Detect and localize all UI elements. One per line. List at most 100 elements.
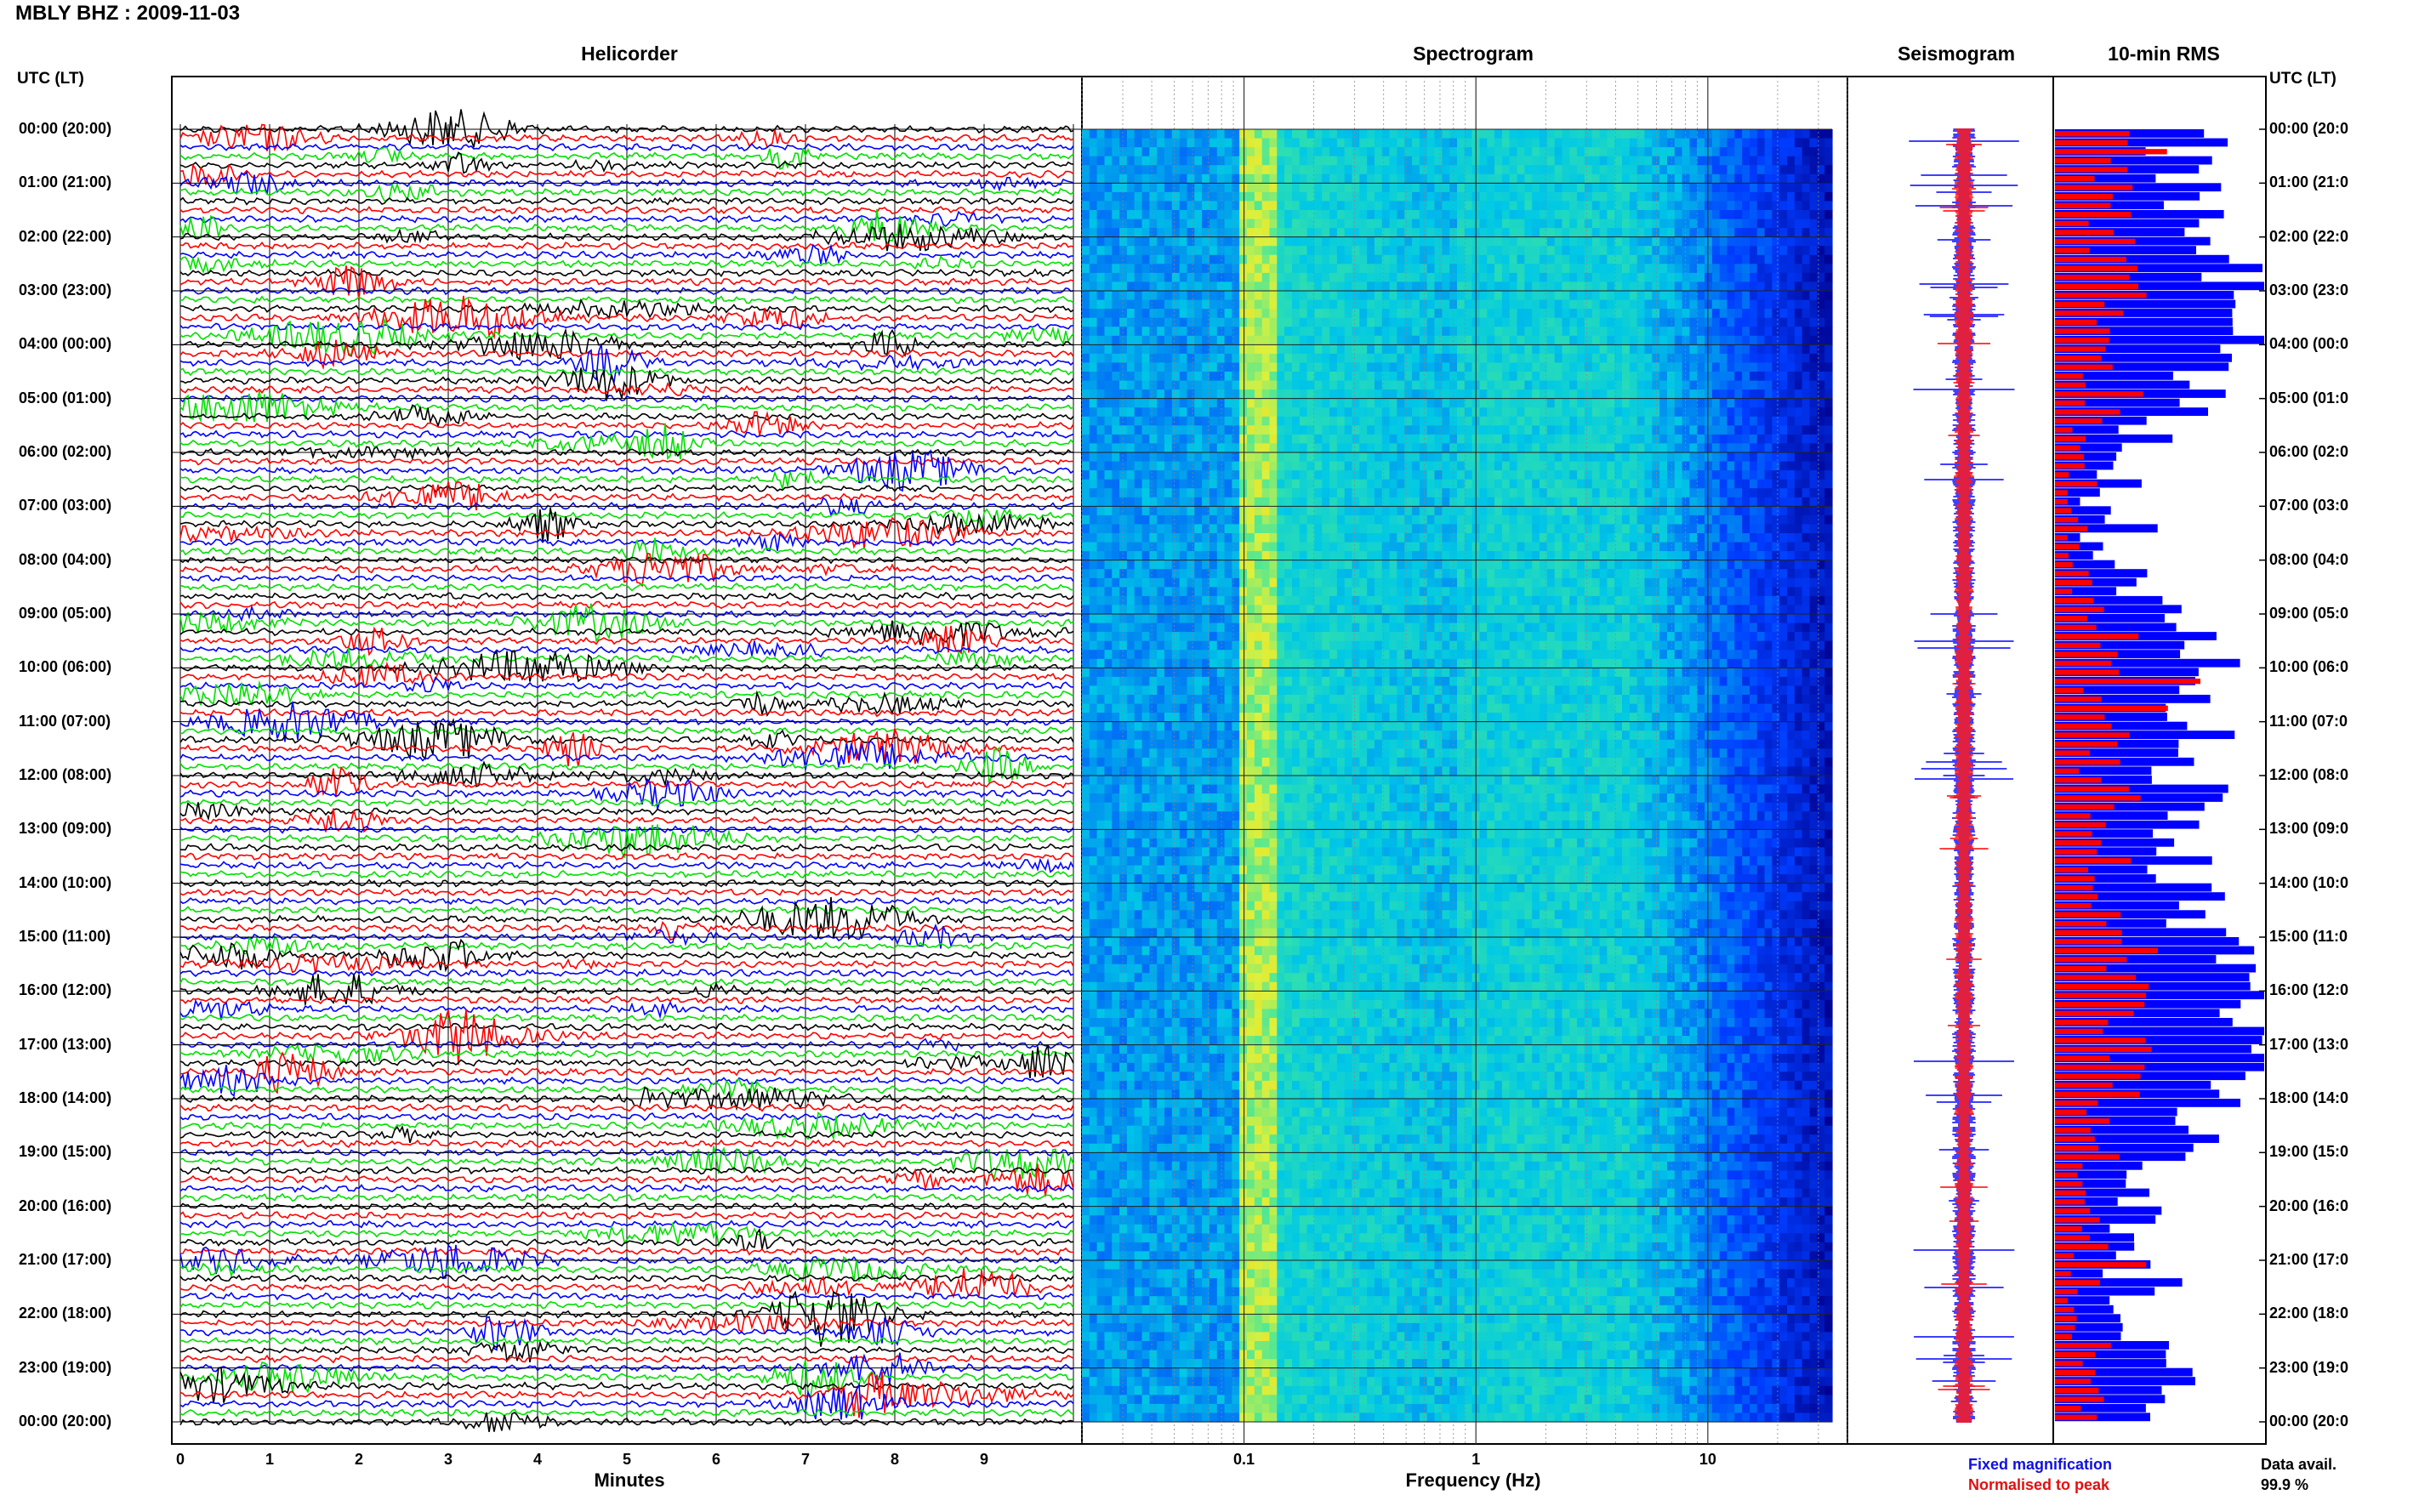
- spectrogram-cell: [1164, 398, 1173, 408]
- helicorder-trace: [179, 480, 1074, 511]
- spectrogram-cell: [1149, 973, 1158, 983]
- spectrogram-cell: [1254, 497, 1263, 507]
- spectrogram-cell: [1171, 299, 1181, 310]
- spectrogram-cell: [1164, 1179, 1173, 1190]
- spectrogram-cell: [1284, 551, 1293, 561]
- spectrogram-cell: [1292, 793, 1301, 804]
- spectrogram-cell: [1232, 1054, 1240, 1064]
- spectrogram-cell: [1096, 317, 1105, 327]
- spectrogram-cell: [1179, 1359, 1188, 1369]
- spectrogram-cell: [1179, 291, 1188, 301]
- spectrogram-cell: [1254, 577, 1263, 588]
- spectrogram-cell: [1202, 1260, 1210, 1270]
- spectrogram-cell: [1299, 264, 1308, 274]
- spectrogram-cell: [1306, 1278, 1315, 1288]
- spectrogram-cell: [1232, 533, 1240, 543]
- spectrogram-cell: [1314, 784, 1323, 794]
- spectrogram-cell: [1224, 1395, 1232, 1405]
- spectrogram-cell: [1306, 299, 1315, 310]
- spectrogram-cell: [1247, 165, 1255, 175]
- spectrogram-cell: [1134, 228, 1143, 238]
- helicorder-trace: [179, 484, 1074, 493]
- spectrogram-cell: [1157, 1179, 1165, 1190]
- spectrogram-cell: [1104, 757, 1113, 768]
- spectrogram-cell: [1322, 299, 1330, 310]
- spectrogram-cell: [1149, 1089, 1158, 1100]
- spectrogram-cell: [1239, 1403, 1248, 1414]
- spectrogram-cell: [1239, 309, 1248, 319]
- spectrogram-cell: [1261, 847, 1271, 857]
- spectrogram-cell: [1141, 1188, 1150, 1198]
- spectrogram-cell: [1157, 1026, 1165, 1037]
- spectrogram-cell: [1254, 703, 1263, 713]
- spectrogram-cell: [1322, 156, 1330, 166]
- spectrogram-cell: [1239, 1170, 1248, 1180]
- spectrogram-cell: [1149, 901, 1158, 911]
- spectrogram-cell: [1209, 1080, 1218, 1091]
- spectrogram-cell: [1112, 569, 1120, 579]
- spectrogram-cell: [1096, 811, 1105, 821]
- spectrogram-cell: [1284, 219, 1293, 229]
- spectrogram-cell: [1171, 739, 1181, 749]
- spectrogram-cell: [1269, 829, 1278, 839]
- spectrogram-cell: [1171, 309, 1181, 319]
- spectrogram-cell: [1194, 1080, 1203, 1091]
- spectrogram-cell: [1149, 1278, 1158, 1288]
- spectrogram-cell: [1299, 973, 1308, 983]
- helicorder-trace: [179, 625, 1074, 657]
- spectrogram-cell: [1306, 1143, 1315, 1153]
- spectrogram-cell: [1299, 1099, 1308, 1109]
- spectrogram-cell: [1224, 1341, 1232, 1351]
- spectrogram-cell: [1209, 991, 1218, 1001]
- spectrogram-cell: [1179, 820, 1188, 830]
- spectrogram-cell: [1089, 1296, 1098, 1306]
- spectrogram-cell: [1096, 299, 1105, 310]
- spectrogram-cell: [1322, 1044, 1330, 1054]
- spectrogram-cell: [1261, 1242, 1271, 1253]
- spectrogram-cell: [1112, 1099, 1120, 1109]
- spectrogram-cell: [1096, 1197, 1105, 1208]
- spectrogram-cell: [1194, 1143, 1203, 1153]
- spectrogram-cell: [1149, 452, 1158, 463]
- spectrogram-cell: [1254, 1341, 1263, 1351]
- spectrogram-cell: [1187, 1332, 1195, 1342]
- spectrogram-cell: [1306, 1080, 1315, 1091]
- spectrogram-cell: [1171, 147, 1181, 157]
- spectrogram-cell: [1141, 1125, 1150, 1135]
- spectrogram-cell: [1284, 1054, 1293, 1064]
- spectrogram-cell: [1119, 668, 1128, 678]
- spectrogram-cell: [1157, 856, 1165, 867]
- spectrogram-cell: [1171, 236, 1181, 247]
- spectrogram-cell: [1292, 1054, 1301, 1064]
- spectrogram-cell: [1089, 272, 1098, 283]
- spectrogram-cell: [1126, 856, 1136, 867]
- spectrogram-cell: [1202, 829, 1210, 839]
- spectrogram-cell: [1209, 353, 1218, 364]
- spectrogram-cell: [1157, 380, 1165, 390]
- spectrogram-cell: [1112, 514, 1120, 526]
- spectrogram-cell: [1082, 963, 1090, 974]
- spectrogram-cell: [1232, 1099, 1240, 1109]
- spectrogram-cell: [1096, 560, 1105, 570]
- spectrogram-cell: [1216, 1233, 1226, 1243]
- spectrogram-cell: [1141, 937, 1150, 947]
- spectrogram-cell: [1224, 1054, 1232, 1064]
- spectrogram-cell: [1277, 1367, 1285, 1378]
- spectrogram-cell: [1306, 1170, 1315, 1180]
- spectrogram-cell: [1216, 587, 1226, 597]
- spectrogram-cell: [1194, 254, 1203, 264]
- spectrogram-cell: [1314, 658, 1323, 668]
- spectrogram-cell: [1187, 1278, 1195, 1288]
- spectrogram-cell: [1179, 488, 1188, 498]
- spectrogram-cell: [1247, 587, 1255, 597]
- spectrogram-cell: [1284, 901, 1293, 911]
- spectrogram-cell: [1149, 999, 1158, 1010]
- spectrogram-cell: [1284, 264, 1293, 274]
- spectrogram-cell: [1157, 811, 1165, 821]
- spectrogram-cell: [1089, 1403, 1098, 1414]
- spectrogram-cell: [1112, 1287, 1120, 1297]
- spectrogram-cell: [1216, 1161, 1226, 1172]
- spectrogram-cell: [1292, 299, 1301, 310]
- spectrogram-cell: [1254, 281, 1263, 292]
- spectrogram-cell: [1141, 1170, 1150, 1180]
